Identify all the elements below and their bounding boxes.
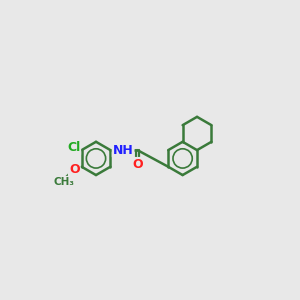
- Text: NH: NH: [113, 144, 134, 157]
- Text: Cl: Cl: [67, 141, 80, 154]
- Text: CH₃: CH₃: [53, 177, 74, 187]
- Text: O: O: [69, 163, 80, 176]
- Text: O: O: [132, 158, 143, 171]
